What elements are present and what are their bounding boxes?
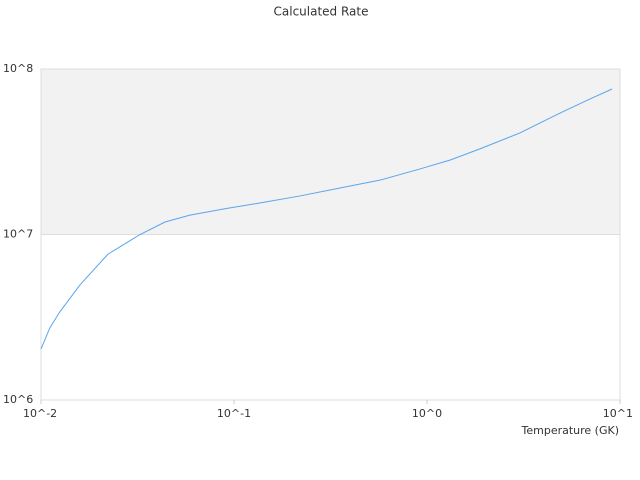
y-tick-label: 10^7 [3,228,33,241]
y-tick-label: 10^8 [3,62,33,75]
x-axis-label: Temperature (GK) [521,424,620,437]
x-tick-label: 10^1 [603,407,633,420]
data-line [40,88,613,350]
x-tick-label: 10^-1 [217,407,251,420]
x-tick-label: 10^0 [412,407,442,420]
chart-title: Calculated Rate [274,5,369,19]
grid-band [41,69,620,235]
x-tick-label: 10^-2 [23,407,57,420]
y-tick-label: 10^6 [3,393,33,406]
